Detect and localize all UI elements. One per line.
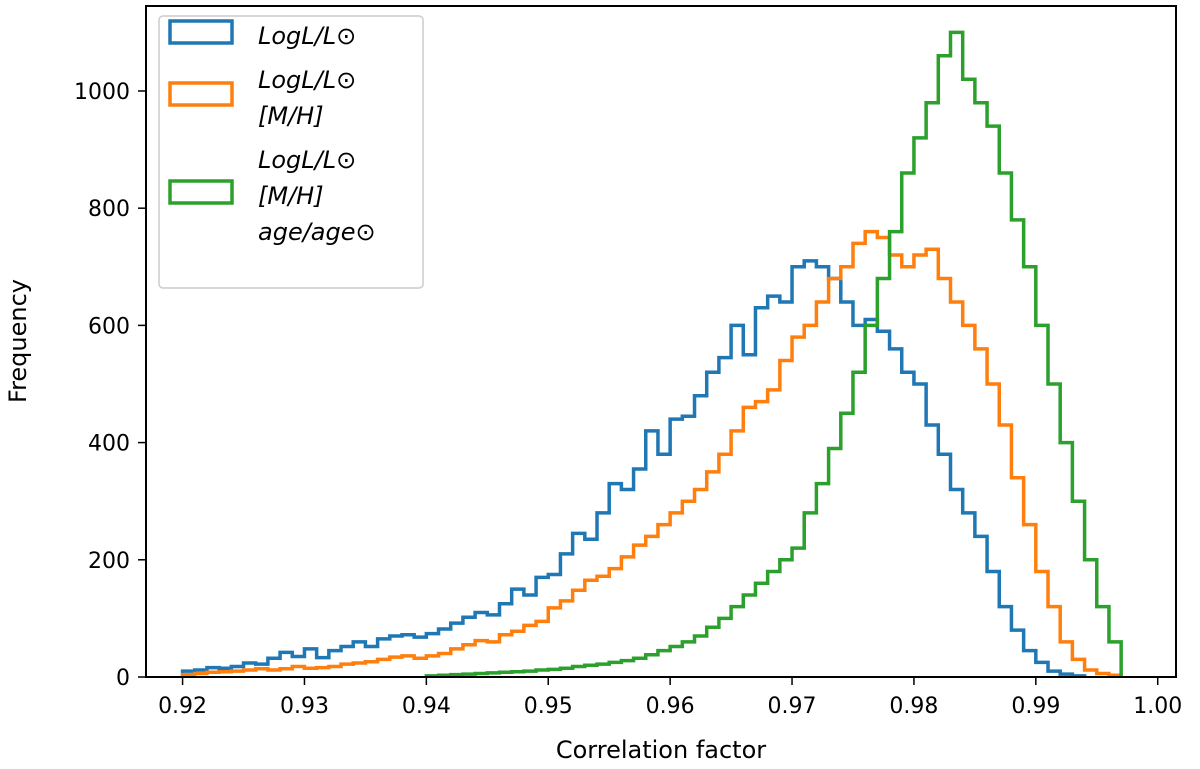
series-1-histogram <box>180 259 1087 678</box>
x-tick-label: 0.97 <box>768 694 817 719</box>
legend-label-3: LogL/L⊙ <box>258 146 356 174</box>
y-tick-label: 0 <box>116 666 130 691</box>
y-tick-label: 800 <box>88 197 130 222</box>
y-axis: 0 200 400 600 800 1000 <box>74 80 146 691</box>
series-layer <box>180 30 1123 678</box>
x-tick-label: 0.96 <box>646 694 695 719</box>
legend-label-3: age/age⊙ <box>258 218 376 246</box>
legend-label-2: LogL/L⊙ <box>258 66 356 94</box>
y-tick-label: 200 <box>88 549 130 574</box>
y-tick-label: 600 <box>88 314 130 339</box>
x-tick-label: 0.92 <box>158 694 207 719</box>
x-tick-label: 0.93 <box>280 694 329 719</box>
y-tick-label: 1000 <box>74 80 130 105</box>
legend-swatch-3 <box>168 179 234 205</box>
x-tick-label: 1.00 <box>1133 694 1182 719</box>
series-2-histogram <box>180 229 1123 677</box>
series-3-histogram <box>424 30 1123 678</box>
legend-label-1: LogL/L⊙ <box>258 22 356 50</box>
legend-swatch-2 <box>168 81 234 107</box>
x-tick-label: 0.95 <box>524 694 573 719</box>
legend-swatch-1 <box>168 19 234 45</box>
x-axis-label: Correlation factor <box>556 736 766 764</box>
plot-frame <box>145 5 1177 678</box>
x-tick-label: 0.94 <box>402 694 451 719</box>
y-tick-label: 400 <box>88 432 130 457</box>
x-axis: 0.92 0.93 0.94 0.95 0.96 0.97 0.98 0.99 1.00 <box>158 677 1182 719</box>
legend: LogL/L⊙ LogL/L⊙ [M/H] LogL/L⊙ [M/H] age/age⊙ <box>158 15 424 289</box>
x-tick-label: 0.99 <box>1011 694 1060 719</box>
x-tick-label: 0.98 <box>889 694 938 719</box>
legend-label-3: [M/H] <box>258 182 324 210</box>
y-axis-label: Frequency <box>4 279 32 403</box>
legend-label-2: [M/H] <box>258 102 324 130</box>
